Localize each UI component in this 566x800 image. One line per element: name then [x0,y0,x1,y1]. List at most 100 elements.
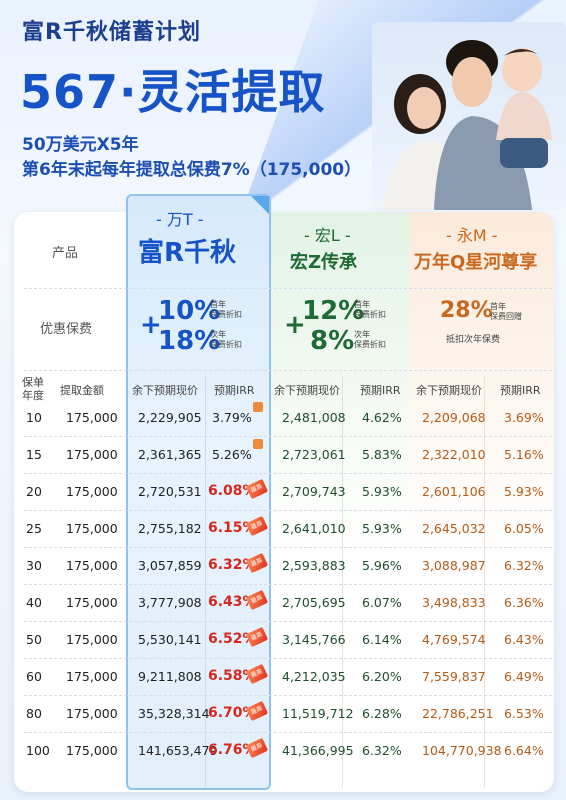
column-bg-fu [126,194,271,790]
fu-irr-cell: 5.26% [212,447,252,462]
thumb-up-icon [253,402,263,412]
plan-description-line2: 第6年末起每年提取总保费7%（175,000） [22,160,362,180]
product-brand-yong: - 永M - [446,226,498,245]
row-divider [24,695,552,696]
fu-irr-cell: 3.79% [212,410,252,425]
hong-value-cell: 41,366,995 [282,743,354,758]
yong-irr-cell: 6.43% [504,632,544,647]
yong-irr-cell: 6.05% [504,521,544,536]
policy-year-cell: 25 [26,521,42,536]
fu-value-cell: 2,229,905 [138,410,202,425]
hong-irr-cell: 6.20% [362,669,402,684]
fu-irr-cell: 6.76% [208,742,257,758]
hong-value-cell: 2,641,010 [282,521,346,536]
premium-note-fu-2: 次年 保费折扣 [210,330,242,349]
col-header-yong-value: 余下预期现价 [416,384,482,397]
withdraw-amount-cell: 175,000 [66,447,118,462]
row-label-premium: 优惠保费 [40,322,93,337]
hong-value-cell: 11,519,712 [282,706,354,721]
withdraw-amount-cell: 175,000 [66,669,118,684]
premium-pct-fu-2: 18% [158,326,221,356]
row-divider [24,436,552,437]
withdraw-amount-cell: 175,000 [66,484,118,499]
premium-note-hong-1: 首年 保费折扣 [354,300,386,319]
premium-extra-yong: 抵扣次年保费 [446,335,501,345]
premium-sign-fu: + [140,310,162,340]
fu-value-cell: 3,057,859 [138,558,202,573]
hong-value-cell: 2,593,883 [282,558,346,573]
fu-value-cell: 2,361,365 [138,447,202,462]
hong-irr-cell: 5.93% [362,484,402,499]
yong-irr-cell: 6.53% [504,706,544,721]
divider [484,376,485,788]
premium-note-fu-1: 首年 保费折扣 [210,300,242,319]
product-name-fu: 富R千秋 [138,238,237,268]
fu-irr-cell: 6.52% [208,631,257,647]
yong-irr-cell: 5.16% [504,447,544,462]
yong-irr-cell: 6.64% [504,743,544,758]
yong-value-cell: 3,088,987 [422,558,486,573]
product-name-yong: 万年Q星河尊享 [414,252,538,273]
yong-value-cell: 7,559,837 [422,669,486,684]
col-header-policy-year: 保单年度 [22,376,44,402]
fu-irr-cell: 6.32% [208,557,257,573]
withdraw-amount-cell: 175,000 [66,706,118,721]
hong-irr-cell: 4.62% [362,410,402,425]
premium-pct-yong: 28% [440,298,493,323]
product-brand-hong: - 宏L - [304,226,351,245]
policy-year-cell: 80 [26,706,42,721]
policy-year-cell: 20 [26,484,42,499]
withdraw-amount-cell: 175,000 [66,521,118,536]
hong-value-cell: 2,705,695 [282,595,346,610]
fu-value-cell: 5,530,141 [138,632,202,647]
fu-value-cell: 9,211,808 [138,669,202,684]
policy-year-cell: 30 [26,558,42,573]
withdraw-amount-cell: 175,000 [66,743,118,758]
fu-value-cell: 141,653,479 [138,743,218,758]
policy-year-cell: 40 [26,595,42,610]
yong-value-cell: 104,770,938 [422,743,502,758]
yong-irr-cell: 3.69% [504,410,544,425]
col-header-fu-value: 余下预期现价 [132,384,198,397]
yong-value-cell: 22,786,251 [422,706,494,721]
withdraw-amount-cell: 175,000 [66,558,118,573]
hong-irr-cell: 6.32% [362,743,402,758]
divider [24,288,552,289]
col-header-fu-irr: 预期IRR [214,384,255,397]
yong-value-cell: 4,769,574 [422,632,486,647]
corner-decoration [251,196,269,214]
premium-note-yong: 首年 保费回赠 [490,302,522,321]
hong-irr-cell: 6.14% [362,632,402,647]
family-photo [372,22,566,210]
row-divider [24,510,552,511]
divider [342,376,343,788]
yong-irr-cell: 6.49% [504,669,544,684]
hong-value-cell: 2,709,743 [282,484,346,499]
row-divider [24,732,552,733]
policy-year-cell: 50 [26,632,42,647]
row-divider [24,658,552,659]
yong-value-cell: 2,209,068 [422,410,486,425]
col-header-hong-value: 余下预期现价 [274,384,340,397]
fu-value-cell: 3,777,908 [138,595,202,610]
fu-irr-cell: 6.43% [208,594,257,610]
yong-irr-cell: 6.36% [504,595,544,610]
fu-irr-cell: 6.15% [208,520,257,536]
premium-note-hong-2: 次年 保费折扣 [354,330,386,349]
product-name-hong: 宏Z传承 [290,252,358,273]
hong-irr-cell: 5.83% [362,447,402,462]
hong-value-cell: 3,145,766 [282,632,346,647]
divider [24,370,552,371]
row-divider [24,473,552,474]
product-brand-fu: - 万T - [156,210,204,229]
hong-irr-cell: 5.96% [362,558,402,573]
yong-value-cell: 2,645,032 [422,521,486,536]
hong-irr-cell: 5.93% [362,521,402,536]
policy-year-cell: 15 [26,447,42,462]
fu-irr-cell: 6.70% [208,705,257,721]
divider [205,376,206,788]
hong-irr-cell: 6.07% [362,595,402,610]
fu-irr-cell: 6.08% [208,483,257,499]
page-title: 567·灵活提取 [20,65,326,119]
withdraw-amount-cell: 175,000 [66,410,118,425]
